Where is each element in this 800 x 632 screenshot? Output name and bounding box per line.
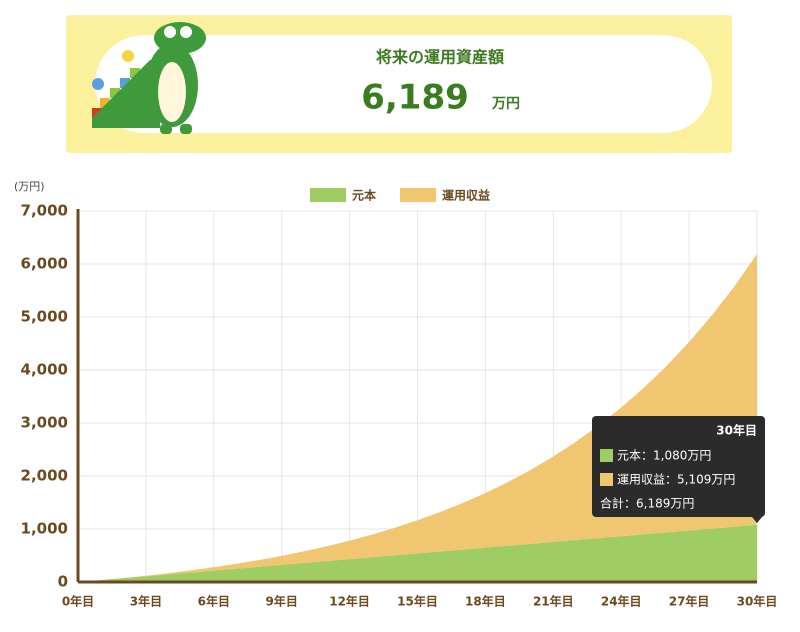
legend-swatch	[400, 188, 437, 202]
legend-label: 元本	[352, 188, 376, 203]
legend-label: 運用収益	[442, 188, 490, 203]
area	[78, 253, 757, 582]
banner-unit: 万円	[491, 96, 520, 112]
x-tick-label: 12年目	[329, 594, 370, 609]
tooltip-title: 30年目	[716, 423, 757, 438]
y-tick-label: 7,000	[21, 202, 68, 220]
tooltip-swatch	[600, 473, 613, 486]
tooltip-arrow	[752, 517, 762, 523]
y-tick-label: 3,000	[21, 414, 68, 432]
y-tick-label: 5,000	[21, 308, 68, 326]
banner-pill	[95, 35, 712, 133]
x-tick-label: 30年目	[737, 594, 778, 609]
tooltip-line: 元本：1,080万円	[617, 449, 711, 463]
x-tick-label: 15年目	[397, 594, 438, 609]
y-tick-label: 1,000	[21, 520, 68, 538]
y-tick-label: 6,000	[21, 255, 68, 273]
x-tick-label: 18年目	[465, 594, 506, 609]
y-tick-label: 0	[58, 573, 68, 591]
y-unit: (万円)	[14, 180, 45, 193]
y-tick-label: 4,000	[21, 361, 68, 379]
x-tick-label: 21年目	[533, 594, 574, 609]
legend-swatch	[310, 188, 346, 202]
banner-amount: 6,189	[361, 78, 469, 118]
x-tick-label: 9年目	[266, 594, 298, 609]
x-tick-label: 6年目	[198, 594, 230, 609]
x-tick-label: 3年目	[130, 594, 162, 609]
tooltip-swatch	[600, 449, 613, 462]
x-tick-label: 0年目	[62, 594, 94, 609]
x-tick-label: 24年目	[601, 594, 642, 609]
tooltip-line: 合計：6,189万円	[600, 496, 694, 511]
mascot	[92, 22, 206, 134]
banner-title: 将来の運用資産額	[376, 48, 504, 67]
tooltip-line: 運用収益：5,109万円	[617, 473, 735, 487]
tooltip-box	[592, 416, 765, 517]
y-tick-label: 2,000	[21, 467, 68, 485]
x-tick-label: 27年目	[669, 594, 710, 609]
